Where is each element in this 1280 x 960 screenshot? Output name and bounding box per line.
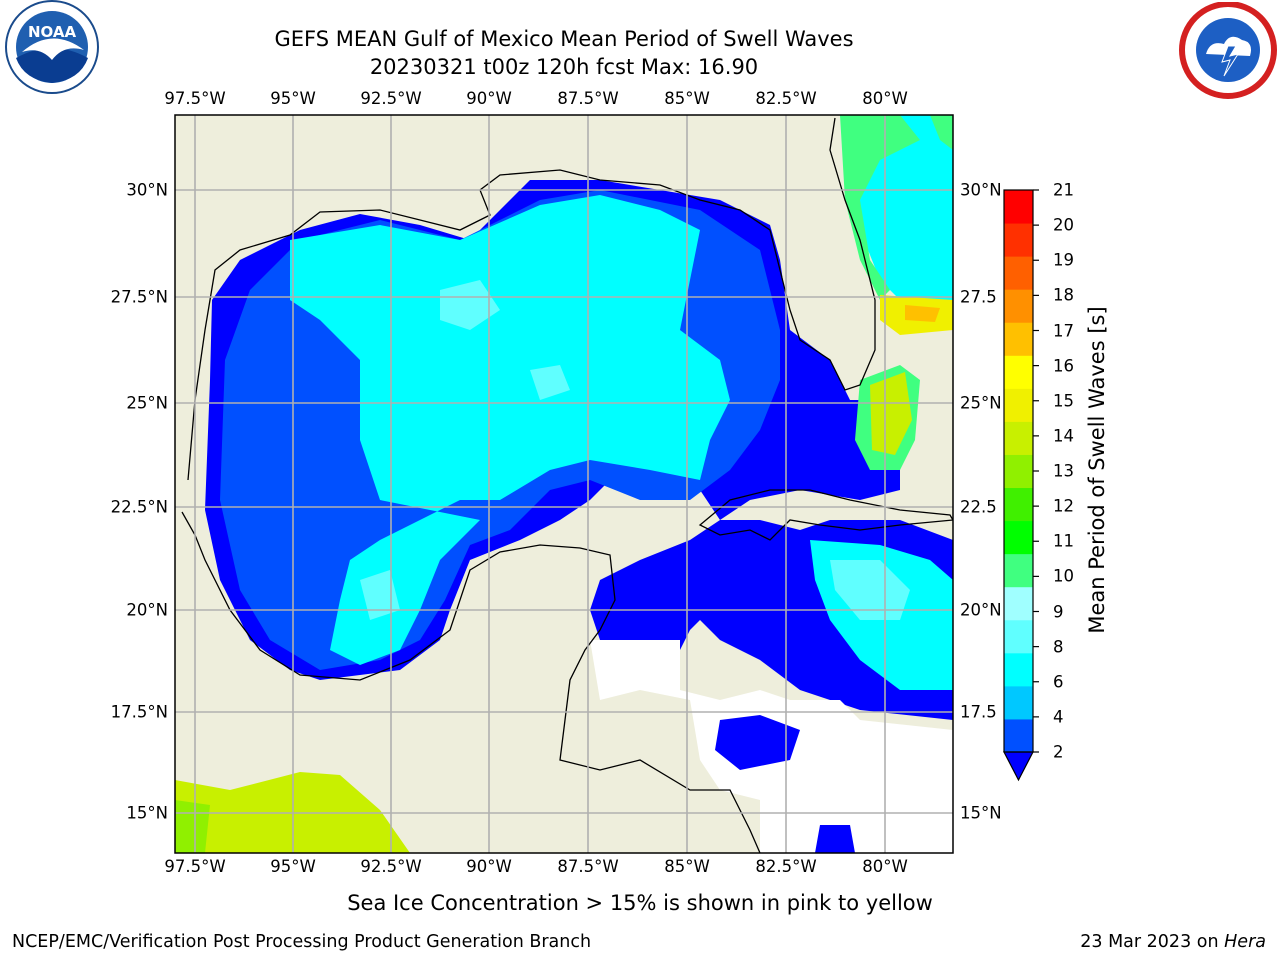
colorbar-tick-label: 18: [1053, 285, 1074, 305]
lon-label: 87.5°W: [557, 89, 619, 108]
lat-label: 30°N: [126, 180, 168, 200]
colorbar-swatch: [1004, 223, 1033, 257]
lat-label: 27.5°N: [110, 287, 168, 307]
colorbar-swatch: [1004, 652, 1033, 687]
lon-label: 87.5°W: [557, 857, 619, 876]
colorbar-swatch: [1004, 421, 1033, 455]
lon-label: 92.5°W: [360, 857, 422, 876]
lon-label: 97.5°W: [164, 857, 226, 876]
colorbar-tick-label: 9: [1053, 602, 1064, 621]
colorbar-label: Mean Period of Swell Waves [s]: [1085, 306, 1109, 634]
gulf-core: [290, 195, 730, 665]
lat-label: 22.5: [960, 497, 997, 517]
colorbar-swatch: [1004, 454, 1033, 489]
lon-label: 82.5°W: [755, 857, 817, 876]
colorbar: [1003, 189, 1039, 782]
lat-label: 17.5°N: [110, 702, 168, 722]
chart-title: GEFS MEAN Gulf of Mexico Mean Period of …: [274, 27, 854, 51]
colorbar-swatch: [1004, 190, 1033, 224]
lon-label: 95°W: [270, 89, 316, 108]
colorbar-swatch: [1004, 619, 1033, 654]
lon-label: 95°W: [270, 857, 316, 876]
colorbar-tick-label: 20: [1053, 215, 1074, 235]
cuba-coastline: [698, 489, 953, 541]
lon-label: 80°W: [862, 89, 908, 108]
colorbar-swatch: [1004, 487, 1033, 522]
footer-host: Hera: [1224, 932, 1266, 952]
colorbar-swatch: [1004, 586, 1033, 621]
caribbean-pale: [830, 560, 910, 620]
colorbar-tick-label: 10: [1053, 566, 1074, 586]
lon-label: 85°W: [664, 89, 710, 108]
colorbar-swatch: [1004, 289, 1033, 323]
colorbar-frame: [1003, 189, 1034, 753]
colorbar-tick-label: 6: [1053, 672, 1064, 692]
colorbar-swatch: [1004, 520, 1033, 555]
footer-date-text: 23 Mar 2023 on: [1080, 932, 1219, 952]
colorbar-tick-label: 13: [1053, 461, 1074, 481]
nws-logo: [1176, 1, 1280, 102]
lon-label: 80°W: [862, 857, 908, 876]
colorbar-swatch: [1004, 388, 1033, 422]
atlantic-orange: [905, 305, 940, 322]
lat-label: 30°N: [960, 180, 1002, 200]
colorbar-tick-label: 21: [1053, 180, 1074, 200]
atlantic-green: [840, 115, 953, 300]
colorbar-tick-label: 12: [1053, 496, 1074, 516]
lat-label: 15°N: [126, 803, 168, 823]
footer-credit: NCEP/EMC/Verification Post Processing Pr…: [12, 932, 592, 952]
lon-label: 92.5°W: [360, 89, 422, 108]
colorbar-tick-label: 15: [1053, 391, 1074, 411]
florida-straits-yellow: [870, 372, 912, 455]
atlantic-blobs: [715, 715, 855, 853]
lat-label: 20°N: [960, 600, 1002, 620]
map-frame: [174, 114, 954, 854]
gulf-coastline: [181, 511, 761, 853]
lon-label: 90°W: [466, 857, 512, 876]
lon-label: 85°W: [664, 857, 710, 876]
lon-label: 90°W: [466, 89, 512, 108]
colorbar-swatch: [1004, 718, 1033, 753]
colorbar-extend-arrow: [1003, 751, 1034, 782]
pacific-green: [175, 800, 210, 853]
colorbar-swatch: [1004, 322, 1033, 356]
lat-label: 20°N: [126, 600, 168, 620]
lat-label: 27.5: [960, 287, 997, 307]
graticule: [175, 115, 953, 853]
colorbar-tick-label: 4: [1053, 707, 1064, 727]
colorbar-swatch: [1004, 256, 1033, 290]
us-coastline: [187, 117, 876, 481]
lat-label: 25°N: [960, 393, 1002, 413]
colorbar-swatch: [1004, 685, 1033, 720]
colorbar-swatch: [1004, 355, 1033, 389]
chart-subtitle: 20230321 t00z 120h fcst Max: 16.90: [369, 55, 759, 79]
lat-label: 22.5°N: [110, 497, 168, 517]
lon-label: 97.5°W: [164, 89, 226, 108]
svg-text:NOAA: NOAA: [28, 23, 77, 41]
colorbar-tick-label: 14: [1053, 426, 1074, 446]
lon-label: 82.5°W: [755, 89, 817, 108]
colorbar-tick-label: 2: [1053, 742, 1064, 762]
lat-label: 17.5: [960, 702, 997, 722]
colorbar-swatch: [1004, 553, 1033, 588]
gulf-core-pale: [360, 280, 570, 620]
colorbar-tick-label: 17: [1053, 321, 1074, 340]
colorbar-tick-label: 11: [1053, 531, 1074, 551]
colorbar-tick-label: 8: [1053, 637, 1064, 657]
sea-ice-caption: Sea Ice Concentration > 15% is shown in …: [347, 891, 933, 915]
colorbar-tick-label: 19: [1053, 250, 1074, 270]
noaa-logo: NOAA: [0, 0, 110, 100]
lat-label: 25°N: [126, 393, 168, 413]
lat-label: 15°N: [960, 803, 1002, 823]
colorbar-tick-label: 16: [1053, 356, 1074, 376]
footer-date: 23 Mar 2023 on Hera: [1080, 932, 1266, 952]
